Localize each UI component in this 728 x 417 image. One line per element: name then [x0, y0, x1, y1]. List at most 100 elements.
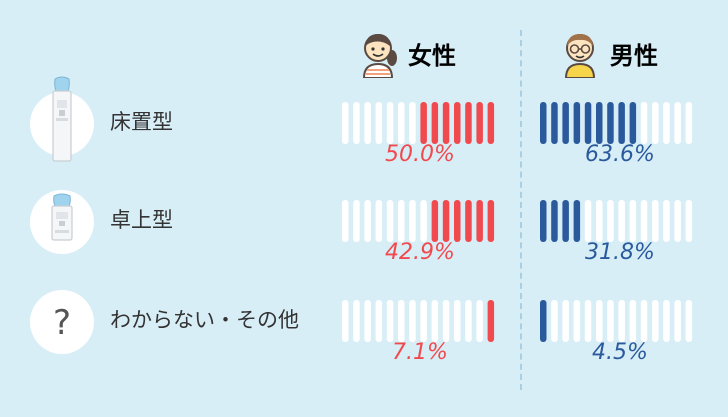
bar-segment-empty [562, 300, 569, 342]
bar-segment-empty [607, 200, 614, 242]
bar-segment-empty [584, 300, 592, 342]
male-value-label: 4.5% [592, 340, 648, 365]
bar-segment-empty [409, 102, 416, 144]
bar-segment-empty [342, 300, 349, 342]
row-label: 卓上型 [110, 208, 173, 232]
bar-segment-empty [652, 200, 659, 242]
bar-segment-filled [573, 102, 581, 144]
bar-segment-empty [573, 300, 581, 342]
female-bar-svg [342, 102, 495, 144]
bar-segment-filled [596, 102, 603, 144]
svg-text:?: ? [53, 303, 71, 343]
bar-segment-empty [375, 300, 383, 342]
bar-segment-empty [685, 200, 693, 242]
bar-segment-empty [353, 200, 360, 242]
row-floor: 床置型 50.0% 63.6% [0, 76, 728, 172]
bar-segment-filled [465, 200, 472, 242]
bar-segment-empty [663, 300, 670, 342]
bar-segment-empty [685, 300, 693, 342]
male-bar-svg [540, 102, 693, 144]
bar-segment-empty [465, 300, 472, 342]
bar-segment-empty [409, 200, 416, 242]
bar-segment-empty [386, 200, 394, 242]
male-bar-floor [540, 102, 700, 144]
bar-segment-empty [353, 102, 360, 144]
bar-segment-empty [652, 300, 659, 342]
bar-segment-empty [584, 200, 592, 242]
male-bar-other [540, 300, 700, 342]
male-bar-tabletop [540, 200, 700, 242]
bar-segment-filled [551, 200, 558, 242]
bar-segment-empty [663, 102, 670, 144]
male-value-label: 63.6% [585, 142, 655, 167]
row-icon-circle [30, 76, 94, 162]
bar-segment-empty [386, 102, 394, 144]
column-divider [520, 30, 522, 390]
bar-segment-empty [629, 200, 637, 242]
bar-segment-filled [562, 200, 569, 242]
male-value-label: 31.8% [585, 240, 655, 265]
bar-segment-empty [640, 200, 648, 242]
bar-segment-filled [584, 102, 592, 144]
bar-segment-filled [540, 102, 547, 144]
male-bar-svg [540, 300, 693, 342]
female-bar-svg [342, 300, 495, 342]
bar-segment-empty [364, 102, 371, 144]
bar-segment-empty [652, 102, 659, 144]
bar-segment-empty [398, 300, 405, 342]
bar-segment-empty [596, 300, 603, 342]
bar-segment-empty [431, 300, 439, 342]
bar-segment-empty [674, 200, 681, 242]
bar-segment-empty [420, 200, 427, 242]
bar-segment-filled [562, 102, 569, 144]
bar-segment-empty [596, 200, 603, 242]
boy-glasses-face-icon [564, 34, 596, 78]
bar-segment-empty [618, 200, 625, 242]
bar-segment-empty [454, 300, 461, 342]
row-label: 床置型 [110, 110, 173, 134]
bar-segment-empty [674, 300, 681, 342]
female-value-label: 7.1% [392, 340, 448, 365]
bar-segment-empty [375, 102, 383, 144]
bar-segment-filled [431, 200, 439, 242]
girl-face-icon [362, 34, 397, 78]
female-value-label: 50.0% [385, 142, 455, 167]
male-label: 男性 [610, 41, 658, 70]
bar-segment-empty [420, 300, 427, 342]
bar-segment-empty [663, 200, 670, 242]
bar-segment-filled [465, 102, 472, 144]
bar-segment-empty [375, 200, 383, 242]
bar-segment-empty [364, 300, 371, 342]
bar-segment-filled [618, 102, 625, 144]
bar-segment-filled [442, 200, 450, 242]
bar-segment-empty [618, 300, 625, 342]
bar-segment-empty [364, 200, 371, 242]
row-other: ? わからない・その他 7.1% 4.5% [0, 290, 728, 370]
female-bar-floor [342, 102, 502, 144]
bar-segment-filled [454, 102, 461, 144]
bar-segment-filled [476, 200, 483, 242]
bar-segment-empty [386, 300, 394, 342]
female-bar-svg [342, 200, 495, 242]
bar-segment-filled [540, 200, 547, 242]
female-value-label: 42.9% [385, 240, 455, 265]
bar-segment-filled [431, 102, 439, 144]
row-icon-circle: ? [30, 290, 94, 354]
bar-segment-filled [487, 200, 495, 242]
bar-segment-empty [342, 102, 349, 144]
bar-segment-empty [398, 200, 405, 242]
bar-segment-empty [398, 102, 405, 144]
bar-segment-filled [454, 200, 461, 242]
bar-segment-filled [573, 200, 581, 242]
female-bar-tabletop [342, 200, 502, 242]
bar-segment-filled [476, 102, 483, 144]
bar-segment-empty [442, 300, 450, 342]
bar-segment-empty [353, 300, 360, 342]
bar-segment-filled [607, 102, 614, 144]
bar-segment-empty [607, 300, 614, 342]
male-header: 男性 [558, 28, 658, 78]
tabletop-water-server-icon [51, 193, 73, 241]
question-mark-icon: ? [53, 303, 71, 343]
row-icon-circle [30, 190, 94, 254]
bar-segment-filled [540, 300, 547, 342]
